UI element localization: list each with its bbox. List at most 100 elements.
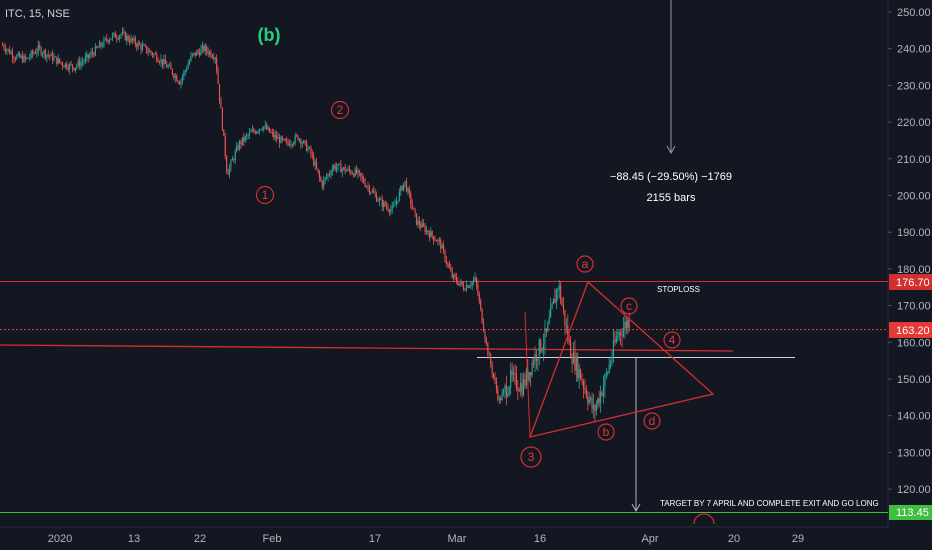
candle-body (355, 169, 358, 174)
wave4-circle[interactable] (663, 331, 681, 349)
candle-body (524, 379, 526, 386)
triangle-pattern[interactable] (528, 280, 715, 438)
candle-body (528, 372, 530, 381)
price-tick-label: 190.00 (897, 227, 931, 239)
candle-body (238, 141, 241, 150)
price-tick-label: 200.00 (897, 191, 931, 203)
candle-body (424, 225, 426, 233)
candle-body (463, 285, 465, 290)
candle-body (263, 126, 265, 130)
time-tick-label: 13 (128, 533, 140, 545)
candle-body (258, 129, 261, 132)
svg-text:176.70: 176.70 (896, 277, 930, 289)
candle-body (417, 220, 419, 225)
candle-body (240, 141, 242, 145)
wave-d-circle[interactable] (643, 412, 661, 430)
candle-body (488, 354, 490, 356)
candle-body (572, 351, 575, 364)
time-tick-label: 2020 (48, 533, 72, 545)
candle-body (433, 236, 435, 241)
wave2-label: 2 (337, 103, 344, 117)
candle-body (129, 40, 131, 43)
wave-c-circle[interactable] (620, 297, 638, 315)
candle-body (23, 55, 25, 63)
time-tick-label: 16 (534, 533, 546, 545)
candle-body (298, 139, 301, 141)
candle-body (117, 38, 119, 40)
candle-body (43, 50, 45, 54)
candle-body (6, 49, 8, 52)
candle-body (390, 209, 392, 213)
candle-body (256, 131, 258, 134)
price-tick-label: 170.00 (897, 301, 931, 313)
candle-body (354, 169, 356, 177)
wave1-circle[interactable] (255, 185, 275, 205)
candle-body (241, 137, 243, 145)
candle-body (140, 44, 142, 50)
candle-body (497, 389, 499, 400)
candle-body (207, 51, 209, 55)
wave3-leg[interactable] (524, 311, 531, 438)
candle-body (193, 52, 195, 54)
price-tick-label: 150.00 (897, 374, 931, 386)
candle-body (520, 382, 522, 392)
candle-body (10, 52, 12, 54)
candle-body (161, 59, 163, 65)
candle-body (220, 100, 222, 109)
candle-body (53, 57, 55, 61)
candle-body (517, 388, 519, 391)
candle-body (478, 294, 480, 301)
candle-body (391, 206, 393, 210)
wave-c-label: c (626, 299, 632, 313)
candle-body (532, 362, 535, 365)
candle-body (400, 186, 402, 192)
candle-body (405, 181, 408, 192)
candle-body (521, 382, 523, 395)
candle-body (507, 393, 509, 397)
candle-body (428, 233, 430, 238)
candle-body (109, 39, 111, 42)
price-axis[interactable]: 250.00 240.00 230.00 220.00 210.00 200.00 190.… (888, 7, 931, 496)
candle-body (450, 267, 452, 271)
candles[interactable] (2, 27, 630, 423)
wave2-circle[interactable] (330, 100, 350, 120)
candle-body (81, 61, 84, 63)
candle-body (137, 42, 139, 48)
candle-body (267, 127, 269, 130)
candle-body (358, 170, 360, 173)
candle-body (260, 129, 262, 130)
candle-body (555, 290, 557, 304)
candle-body (87, 54, 89, 58)
wave-e-partial-circle[interactable] (693, 513, 715, 525)
candle-body (180, 80, 182, 85)
candle-body (625, 321, 627, 329)
time-axis[interactable]: 2020 13 22 Feb 17 Mar 16 Apr 20 29 (48, 533, 804, 545)
candle-body (111, 34, 114, 39)
candle-body (46, 54, 48, 58)
candle-body (515, 373, 517, 389)
candle-body (484, 331, 486, 340)
candle-body (611, 356, 613, 363)
candle-body (447, 263, 449, 265)
candle-body (246, 135, 248, 137)
candle-body (477, 284, 479, 295)
wave3-circle[interactable] (520, 446, 542, 468)
candle-body (123, 31, 125, 33)
wave-a-circle[interactable] (576, 255, 594, 273)
candle-body (397, 200, 399, 202)
wave-b-circle[interactable] (597, 423, 615, 441)
candle-body (213, 57, 215, 60)
price-badge-target: 113.45 (889, 505, 932, 520)
candle-body (250, 131, 252, 133)
candle-body (24, 55, 26, 59)
time-tick-label: Apr (641, 533, 658, 545)
long-trendline[interactable] (0, 344, 734, 352)
candle-body (568, 339, 570, 342)
candle-body (492, 373, 495, 378)
price-badge-stoploss: 176.70 (889, 274, 932, 290)
candle-body (321, 181, 323, 187)
time-tick-label: Mar (448, 533, 467, 545)
candle-body (4, 48, 6, 52)
